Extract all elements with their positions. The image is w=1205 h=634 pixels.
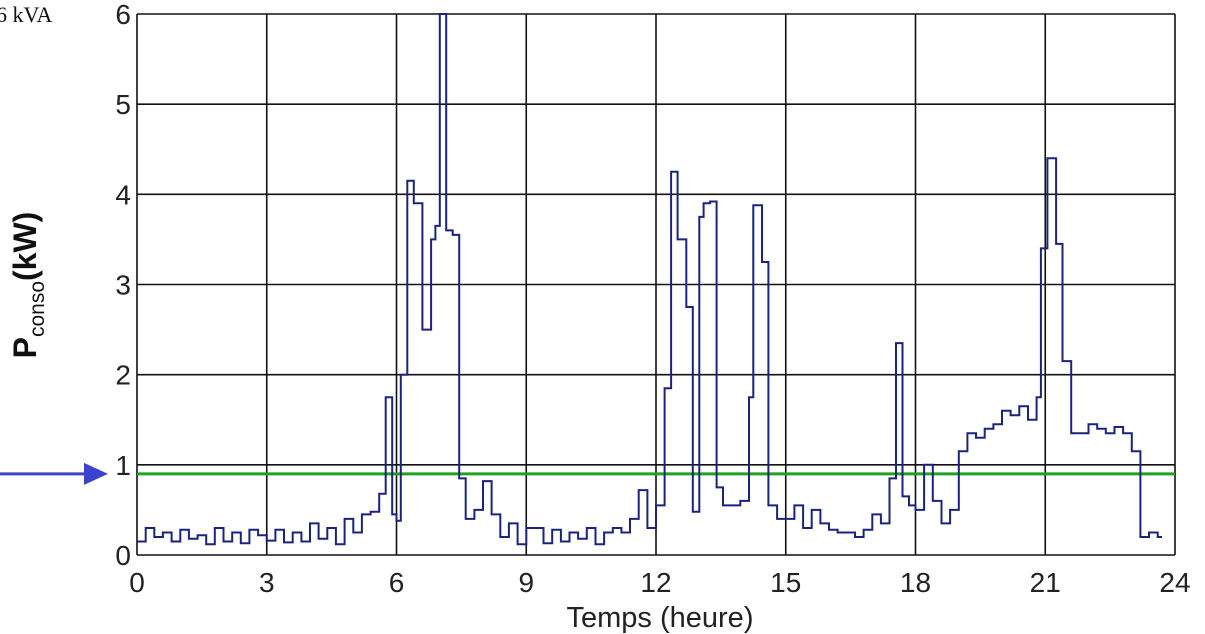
x-tick-6: 6 bbox=[389, 567, 405, 598]
annotation-6kva: 6 kVA bbox=[0, 2, 53, 27]
y-tick-4: 4 bbox=[115, 179, 131, 210]
x-tick-9: 9 bbox=[518, 567, 534, 598]
x-tick-18: 18 bbox=[900, 567, 931, 598]
x-tick-12: 12 bbox=[640, 567, 671, 598]
y-axis-label: Pconso(kW) bbox=[7, 212, 49, 359]
y-axis-label-main: P bbox=[7, 337, 43, 358]
arrow-head bbox=[84, 462, 108, 485]
y-tick-0: 0 bbox=[115, 540, 131, 571]
y-tick-2: 2 bbox=[115, 360, 131, 391]
x-tick-3: 3 bbox=[259, 567, 275, 598]
y-tick-3: 3 bbox=[115, 270, 131, 301]
x-tick-0: 0 bbox=[129, 567, 145, 598]
grid bbox=[136, 13, 1176, 556]
y-tick-6: 6 bbox=[115, 0, 131, 30]
y-axis-label-sub: conso bbox=[26, 281, 49, 337]
x-tick-labels: 0 3 6 9 12 15 18 21 24 bbox=[129, 567, 1190, 598]
x-axis-label: Temps (heure) bbox=[567, 602, 754, 634]
x-tick-15: 15 bbox=[770, 567, 801, 598]
y-tick-labels: 0 1 2 3 4 5 6 bbox=[115, 0, 131, 571]
y-axis-label-unit: (kW) bbox=[7, 212, 43, 281]
y-tick-1: 1 bbox=[115, 450, 131, 481]
y-tick-5: 5 bbox=[115, 89, 131, 120]
threshold-arrow bbox=[0, 462, 108, 485]
series-line bbox=[137, 13, 1162, 546]
x-tick-24: 24 bbox=[1159, 567, 1190, 598]
x-tick-21: 21 bbox=[1030, 567, 1061, 598]
